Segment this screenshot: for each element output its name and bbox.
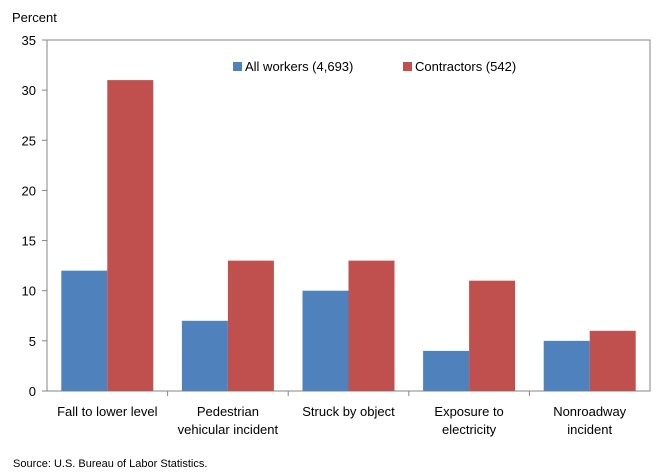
source-note: Source: U.S. Bureau of Labor Statistics.: [13, 458, 207, 470]
y-tick-label: 15: [22, 234, 36, 249]
bar-contractors: [107, 80, 154, 391]
y-tick-label: 35: [22, 33, 36, 48]
y-tick-label: 10: [22, 284, 36, 299]
bar-all-workers: [61, 270, 108, 391]
y-tick-label: 20: [22, 183, 36, 198]
legend-swatch: [233, 62, 242, 71]
x-category-label: electricity: [442, 422, 497, 437]
bar-all-workers: [543, 340, 590, 391]
x-category-label: Pedestrian: [197, 404, 259, 419]
legend-label: All workers (4,693): [245, 59, 353, 74]
x-category-label: Fall to lower level: [57, 404, 158, 419]
bar-all-workers: [423, 350, 470, 391]
bar-contractors: [348, 260, 395, 391]
y-tick-label: 5: [29, 334, 36, 349]
y-tick-label: 30: [22, 83, 36, 98]
x-category-label: Exposure to: [434, 404, 503, 419]
bar-contractors: [589, 330, 636, 391]
bar-all-workers: [302, 290, 349, 391]
legend-swatch: [403, 62, 412, 71]
x-category-label: vehicular incident: [178, 422, 279, 437]
bar-contractors: [227, 260, 274, 391]
y-tick-label: 0: [29, 384, 36, 399]
x-category-label: incident: [567, 422, 612, 437]
bar-contractors: [469, 280, 516, 391]
x-category-label: Struck by object: [302, 404, 395, 419]
x-category-label: Nonroadway: [553, 404, 626, 419]
y-axis-label: Percent: [12, 10, 57, 25]
legend-label: Contractors (542): [415, 59, 516, 74]
y-tick-label: 25: [22, 133, 36, 148]
bar-all-workers: [181, 320, 228, 391]
